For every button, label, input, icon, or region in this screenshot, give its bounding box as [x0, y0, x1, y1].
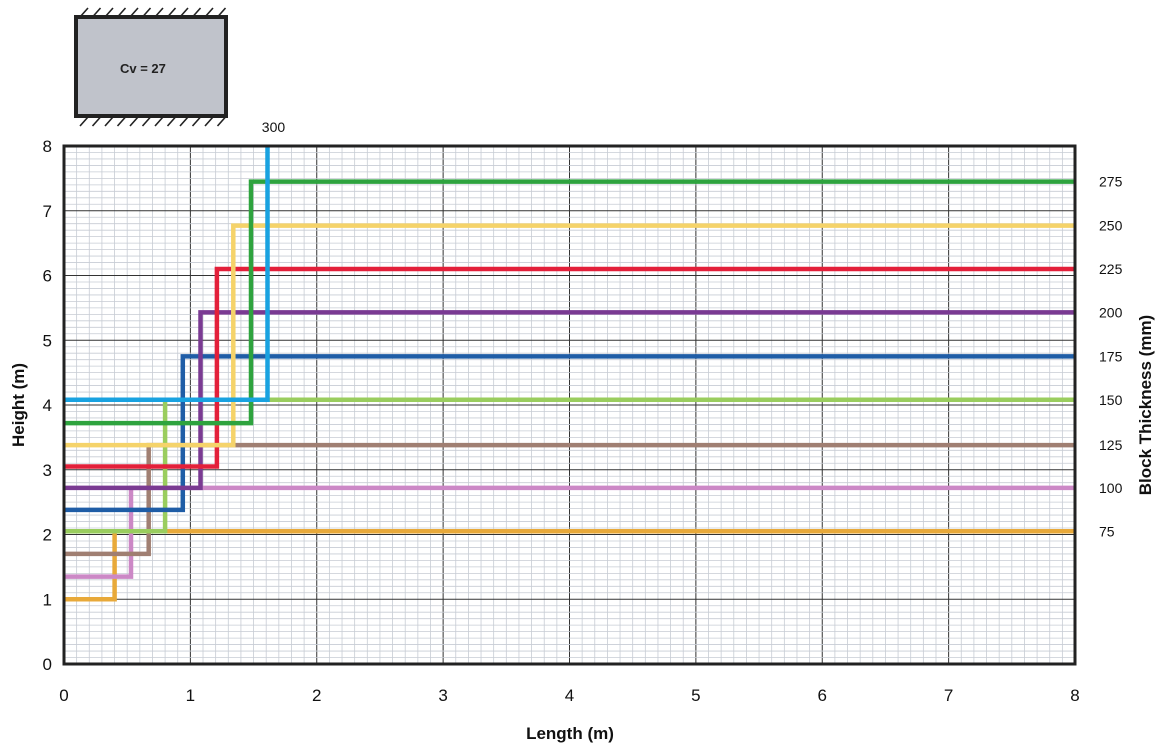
x-tick-label: 8 — [1070, 686, 1079, 705]
series-line-125 — [64, 442, 1075, 557]
right-tick-labels: 75 100 125 150 175 200 225 250 275 300 — [262, 119, 1123, 539]
y2-axis-title: Block Thickness (mm) — [1136, 315, 1155, 495]
y-tick-label: 8 — [43, 137, 52, 156]
hatch-mark — [91, 116, 102, 127]
hatch-mark — [116, 116, 127, 127]
series-label-150: 150 — [1099, 392, 1123, 408]
x-tick-label: 2 — [312, 686, 321, 705]
y-tick-labels: 0 1 2 3 4 5 6 7 8 — [43, 137, 52, 674]
bottom-hatch — [79, 116, 227, 127]
y-tick-label: 4 — [43, 396, 52, 415]
series-line-300 — [64, 146, 270, 403]
x-tick-label: 4 — [565, 686, 574, 705]
x-tick-label: 3 — [438, 686, 447, 705]
x-tick-label: 6 — [818, 686, 827, 705]
header-box-label: Cv = 27 — [120, 61, 166, 76]
y-tick-label: 7 — [43, 202, 52, 221]
series-label-75: 75 — [1099, 523, 1115, 539]
hatch-mark — [154, 116, 164, 127]
hatch-mark — [129, 116, 139, 127]
y-tick-label: 5 — [43, 331, 52, 350]
hatch-mark — [141, 116, 152, 127]
y-axis-title: Height (m) — [9, 363, 28, 447]
series-line-175 — [64, 354, 1075, 513]
y-tick-label: 1 — [43, 590, 52, 609]
series-line-75 — [64, 529, 1075, 602]
header-box — [74, 15, 228, 118]
series-group — [64, 146, 1075, 602]
series-label-275: 275 — [1099, 174, 1123, 190]
series-line-225 — [64, 266, 1075, 469]
y-tick-label: 0 — [43, 655, 52, 674]
series-line-275 — [64, 179, 1075, 426]
y-tick-label: 2 — [43, 526, 52, 545]
series-label-250: 250 — [1099, 218, 1123, 234]
y-tick-label: 6 — [43, 267, 52, 286]
x-tick-label: 5 — [691, 686, 700, 705]
series-line-250 — [64, 223, 1075, 448]
hatch-mark — [179, 116, 189, 127]
x-tick-label: 1 — [186, 686, 195, 705]
x-tick-labels: 0 1 2 3 4 5 6 7 8 — [59, 686, 1079, 705]
y-tick-label: 3 — [43, 461, 52, 480]
hatch-mark — [204, 116, 214, 127]
series-label-200: 200 — [1099, 304, 1123, 320]
hatch-mark — [191, 116, 202, 127]
series-label-225: 225 — [1099, 261, 1123, 277]
series-label-300: 300 — [262, 119, 286, 135]
x-tick-label: 7 — [944, 686, 953, 705]
header-box-figure: Cv = 27 — [74, 7, 228, 127]
hatch-mark — [104, 116, 114, 127]
hatch-mark — [166, 116, 177, 127]
series-label-100: 100 — [1099, 480, 1123, 496]
hatch-mark — [79, 116, 89, 127]
hatch-mark — [216, 116, 227, 127]
series-label-175: 175 — [1099, 348, 1123, 364]
x-axis-title: Length (m) — [526, 724, 614, 743]
plot-frame — [62, 144, 1077, 666]
series-label-125: 125 — [1099, 437, 1123, 453]
x-tick-label: 0 — [59, 686, 68, 705]
